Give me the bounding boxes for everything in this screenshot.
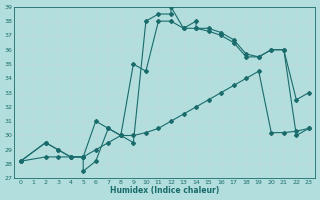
X-axis label: Humidex (Indice chaleur): Humidex (Indice chaleur) bbox=[110, 186, 219, 195]
